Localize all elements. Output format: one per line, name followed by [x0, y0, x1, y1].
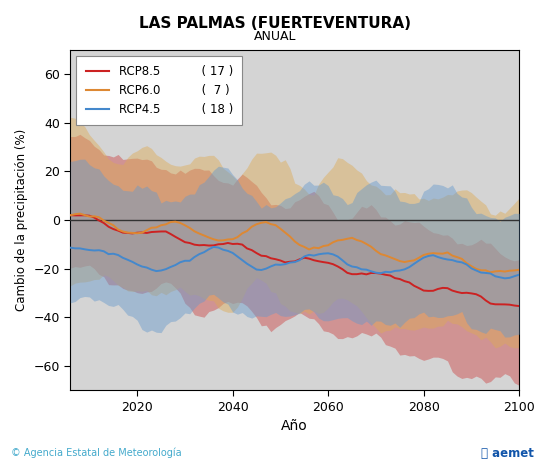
Text: © Agencia Estatal de Meteorología: © Agencia Estatal de Meteorología [11, 448, 182, 458]
Legend: RCP8.5           ( 17 ), RCP6.0           (  7 ), RCP4.5           ( 18 ): RCP8.5 ( 17 ), RCP6.0 ( 7 ), RCP4.5 ( 18… [76, 55, 243, 125]
Text: Ⓞ aemet: Ⓞ aemet [481, 447, 534, 460]
Y-axis label: Cambio de la precipitación (%): Cambio de la precipitación (%) [15, 129, 28, 311]
Text: LAS PALMAS (FUERTEVENTURA): LAS PALMAS (FUERTEVENTURA) [139, 16, 411, 31]
Text: ANUAL: ANUAL [254, 30, 296, 43]
X-axis label: Año: Año [282, 419, 308, 433]
